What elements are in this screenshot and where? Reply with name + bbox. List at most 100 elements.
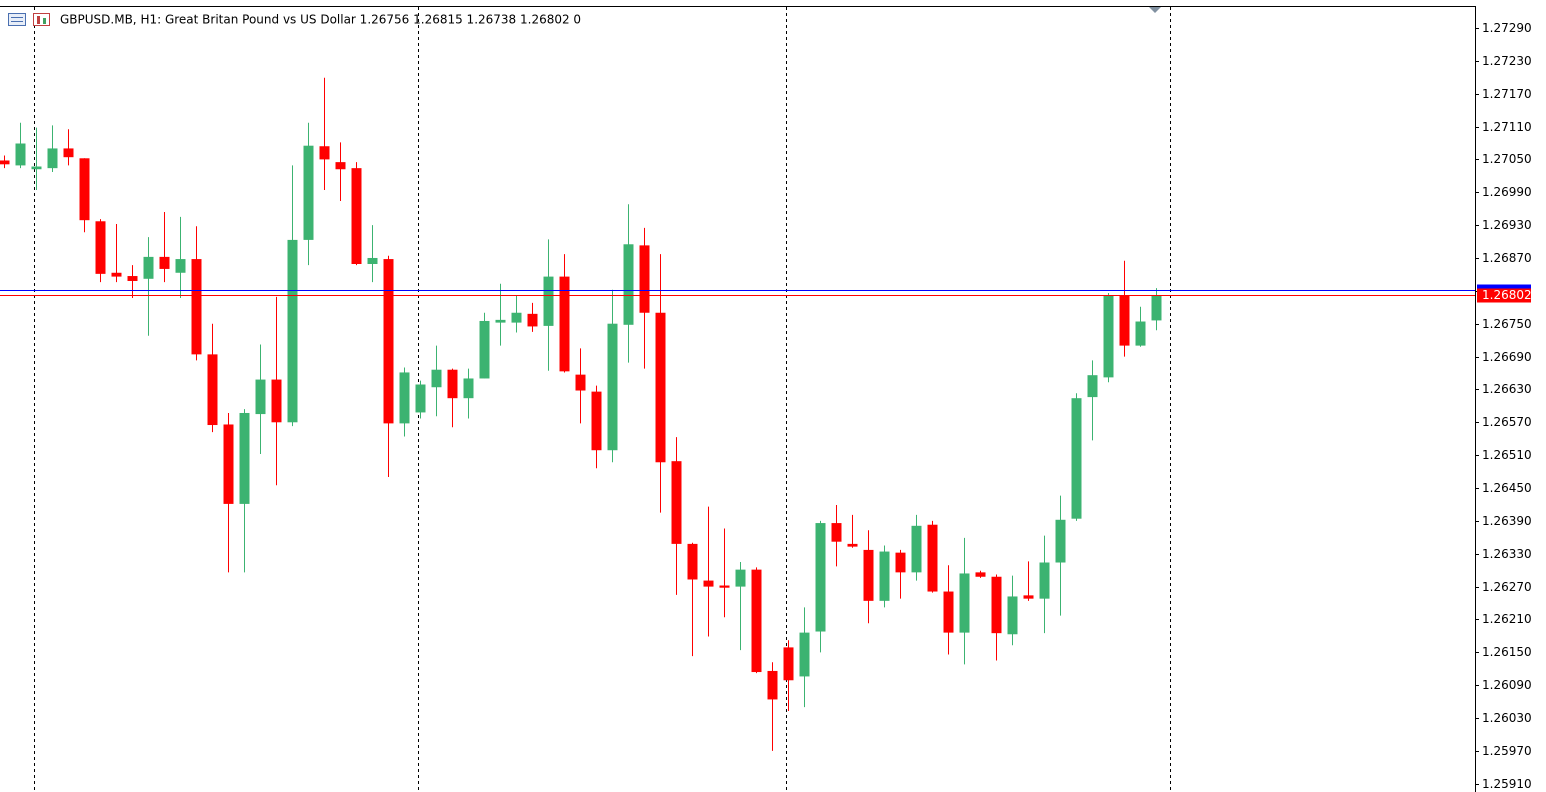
candle-body	[735, 569, 746, 587]
y-tick-label: 1.27170	[1482, 87, 1532, 101]
chart-title: GBPUSD.MB, H1: Great Britan Pound vs US …	[60, 13, 581, 27]
icon[interactable]	[33, 13, 50, 26]
candle-body	[383, 259, 394, 424]
icon[interactable]	[8, 13, 26, 26]
bid-label-box	[1477, 288, 1531, 303]
candle-body	[367, 257, 378, 264]
candle-body	[927, 524, 938, 592]
candle-body	[815, 523, 826, 632]
candle-body	[943, 591, 954, 633]
candle-body	[447, 369, 458, 399]
candle-body	[783, 647, 794, 681]
candle-body	[287, 239, 298, 423]
candle-body	[527, 313, 538, 327]
candle-body	[767, 670, 778, 700]
candle-body	[255, 379, 266, 415]
candle-body	[31, 166, 42, 170]
candle-body	[399, 372, 410, 424]
candle-body	[223, 424, 234, 504]
y-tick-label: 1.26990	[1482, 185, 1532, 199]
candle-body	[575, 374, 586, 391]
candle-body	[63, 148, 74, 158]
candle-body	[79, 158, 90, 221]
candle-body	[1103, 295, 1114, 378]
candle-body	[543, 276, 554, 326]
y-tick-label: 1.27290	[1482, 21, 1532, 35]
candle-body	[1151, 295, 1162, 321]
candle-body	[975, 572, 986, 577]
candle-body	[303, 145, 314, 240]
candle-body	[847, 543, 858, 547]
candle-body	[15, 143, 26, 166]
y-tick-label: 1.26930	[1482, 218, 1532, 232]
icon-bar	[43, 18, 46, 24]
candle-body	[335, 162, 346, 170]
candle-body	[207, 354, 218, 426]
y-tick-label: 1.26150	[1482, 645, 1532, 659]
candle-body	[879, 551, 890, 601]
bid-label: 1.26802	[1482, 288, 1532, 302]
candle-body	[655, 312, 666, 463]
candle-body	[1023, 595, 1034, 599]
candle-body	[959, 573, 970, 633]
candle-body	[351, 168, 362, 264]
candle-body	[607, 323, 618, 451]
candle-body	[239, 412, 250, 504]
candle-body	[511, 312, 522, 323]
shift-marker[interactable]	[1149, 7, 1161, 13]
candle-body	[271, 379, 282, 423]
candle-body	[639, 245, 650, 313]
ask-label-box	[1477, 284, 1531, 292]
y-tick-label: 1.25910	[1482, 777, 1532, 791]
y-tick-label: 1.26090	[1482, 678, 1532, 692]
y-tick-label: 1.26630	[1482, 382, 1532, 396]
candle-body	[591, 391, 602, 451]
candle-body	[559, 276, 570, 372]
candle-body	[479, 320, 490, 379]
candle-body	[991, 576, 1002, 634]
candle-body	[687, 543, 698, 580]
candle-body	[127, 276, 138, 281]
candle-body	[0, 160, 10, 165]
candle-body	[751, 569, 762, 673]
candle-body	[415, 384, 426, 413]
y-tick-label: 1.26030	[1482, 711, 1532, 725]
candle-body	[1071, 398, 1082, 519]
y-tick-label: 1.26870	[1482, 251, 1532, 265]
candle-body	[175, 259, 186, 273]
candle-body	[463, 378, 474, 399]
y-tick-label: 1.26330	[1482, 547, 1532, 561]
candle-body	[111, 272, 122, 277]
candle-body	[495, 319, 506, 323]
y-tick-label: 1.27050	[1482, 152, 1532, 166]
y-tick-label: 1.26750	[1482, 317, 1532, 331]
candle-body	[1087, 375, 1098, 398]
y-tick-label: 1.26510	[1482, 448, 1532, 462]
candle-body	[1039, 562, 1050, 599]
y-tick-label: 1.25970	[1482, 744, 1532, 758]
candle-body	[719, 585, 730, 588]
y-tick-label: 1.26390	[1482, 514, 1532, 528]
candle-body	[319, 146, 330, 160]
candle-body	[895, 552, 906, 573]
candle-body	[799, 632, 810, 677]
candle-body	[191, 259, 202, 355]
y-tick-label: 1.26210	[1482, 612, 1532, 626]
toolbar-icons	[8, 13, 50, 26]
candle-body	[159, 256, 170, 269]
y-tick-label: 1.27230	[1482, 54, 1532, 68]
y-tick-label: 1.26270	[1482, 580, 1532, 594]
candle-body	[1007, 596, 1018, 635]
y-tick-label: 1.26690	[1482, 350, 1532, 364]
candle-body	[47, 148, 58, 169]
y-tick-label: 1.27110	[1482, 120, 1532, 134]
candle-body	[1119, 295, 1130, 346]
candle-body	[831, 523, 842, 542]
candle-body	[143, 256, 154, 279]
y-tick-label: 1.26570	[1482, 415, 1532, 429]
icon-bar	[37, 16, 40, 24]
candle-body	[703, 580, 714, 587]
candle-body	[623, 244, 634, 325]
